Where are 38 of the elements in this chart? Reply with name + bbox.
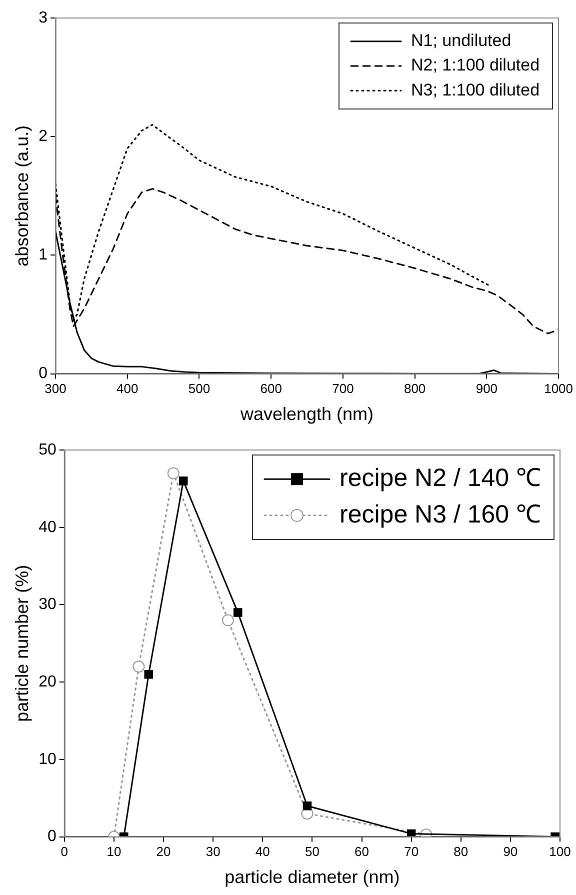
- y-tick-label: 3: [38, 9, 48, 26]
- y-tick-label: 40: [38, 518, 56, 536]
- x-tick-label: 900: [476, 381, 498, 396]
- x-tick-label: 600: [260, 381, 282, 396]
- y-tick-label: 50: [38, 441, 56, 458]
- y-tick-label: 2: [38, 128, 48, 146]
- legend-label: N2; 1:100 diluted: [411, 56, 540, 75]
- y-tick-label: 20: [38, 673, 56, 690]
- x-tick-label: 500: [188, 381, 210, 396]
- y-tick-label: 30: [38, 596, 56, 614]
- x-axis-title: wavelength (nm): [239, 404, 374, 424]
- y-tick-label: 1: [38, 246, 48, 264]
- y-tick-label: 0: [47, 828, 56, 846]
- x-tick-label: 800: [404, 381, 426, 396]
- x-tick-label: 20: [156, 844, 171, 860]
- x-tick-label: 70: [404, 844, 419, 860]
- x-tick-label: 60: [354, 844, 369, 860]
- y-tick-label: 0: [38, 365, 48, 382]
- x-axis-title: particle diameter (nm): [224, 867, 400, 888]
- x-tick-label: 1000: [544, 381, 573, 396]
- x-tick-label: 10: [106, 844, 122, 860]
- legend-label: recipe N2 / 140 ℃: [340, 464, 542, 492]
- x-tick-label: 300: [44, 381, 66, 396]
- x-tick-label: 80: [454, 844, 468, 860]
- legend-label: N3; 1:100 diluted: [411, 80, 540, 100]
- legend-label: N1; undiluted: [411, 31, 512, 50]
- x-tick-label: 50: [304, 844, 320, 860]
- x-tick-label: 30: [206, 844, 220, 860]
- legend-label: recipe N3 / 160 ℃: [340, 500, 542, 528]
- x-tick-label: 40: [255, 844, 270, 860]
- x-tick-label: 90: [503, 844, 518, 860]
- y-tick-label: 10: [38, 750, 56, 768]
- y-axis-title: particle number (%): [12, 564, 32, 722]
- x-tick-label: 400: [116, 381, 138, 396]
- x-tick-label: 700: [332, 381, 354, 396]
- x-tick-label: 100: [549, 844, 571, 860]
- x-tick-label: 0: [60, 844, 68, 860]
- y-axis-title: absorbance (a.u.): [12, 125, 32, 266]
